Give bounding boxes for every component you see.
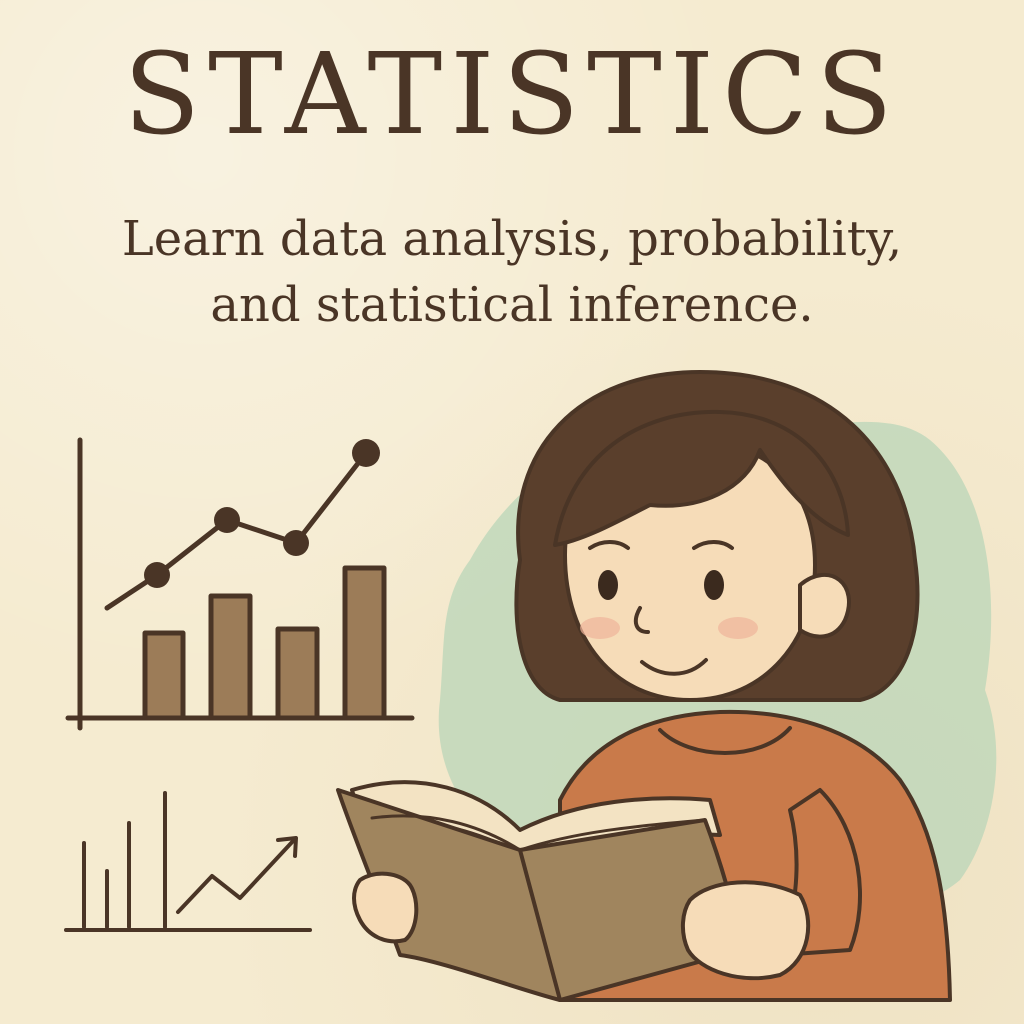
left-eye — [598, 570, 618, 600]
right-eye — [704, 570, 724, 600]
subtitle-line-2: and statistical inference. — [210, 277, 814, 333]
chart-bar-1 — [142, 630, 186, 721]
page-subtitle: Learn data analysis, probability, and st… — [0, 206, 1024, 338]
chart-point-1 — [144, 562, 170, 588]
left-eyebrow — [588, 540, 630, 550]
chart-trend-line — [104, 450, 369, 611]
chart-point-4 — [352, 439, 380, 467]
small-chart-trend-line — [176, 838, 296, 914]
chart-bar-2 — [208, 593, 253, 721]
right-hand — [681, 880, 811, 981]
book-cover — [336, 788, 744, 1002]
hair-bangs — [553, 409, 850, 547]
chart-point-3 — [283, 530, 309, 556]
subtitle-line-1: Learn data analysis, probability, — [121, 211, 903, 267]
left-hand — [352, 871, 419, 944]
bar-and-line-chart-icon — [65, 437, 415, 731]
nose — [633, 606, 650, 634]
chart-bar-3 — [275, 626, 320, 721]
book-page-lines — [370, 814, 707, 852]
left-cheek — [580, 617, 620, 639]
girl-reading-book-illustration — [336, 370, 952, 1002]
chart-point-2 — [214, 507, 240, 533]
trend-up-chart-icon — [64, 791, 312, 932]
right-eyebrow — [692, 540, 734, 550]
right-cheek — [718, 617, 758, 639]
page-title: STATISTICS — [123, 30, 901, 160]
sweater-collar — [658, 726, 792, 755]
small-chart-arrow-head — [276, 836, 298, 858]
ear — [798, 572, 851, 639]
book-spine — [518, 848, 562, 1002]
mouth — [640, 658, 708, 676]
chart-bar-4 — [342, 565, 387, 721]
